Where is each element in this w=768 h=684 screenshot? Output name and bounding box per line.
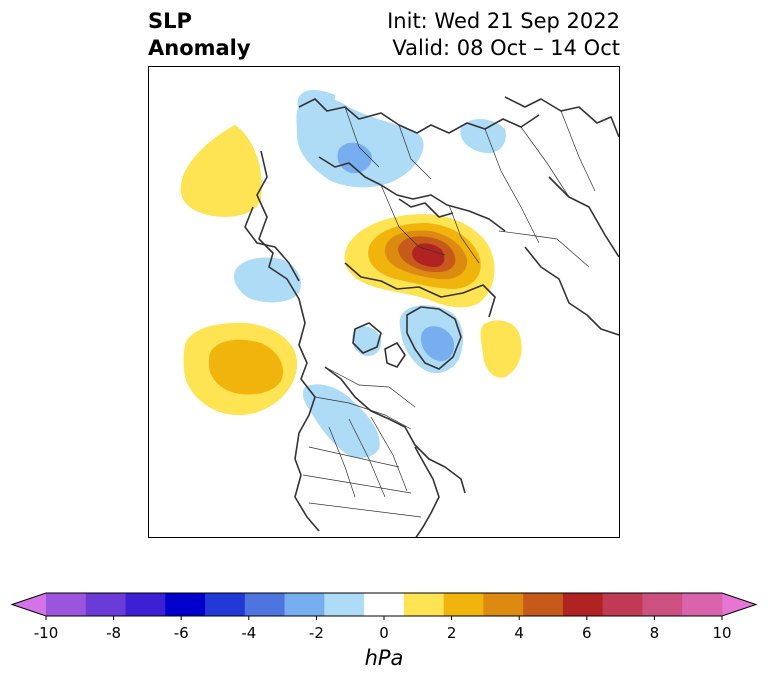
- title-variable-line1: SLP: [148, 9, 192, 33]
- negative-low-europe-core: [337, 142, 372, 174]
- colorbar: [10, 592, 758, 620]
- colorbar-bin: [562, 593, 604, 616]
- colorbar-bin: [364, 593, 405, 616]
- colorbar-bin: [602, 593, 643, 616]
- colorbar-unit: hPa: [364, 646, 404, 670]
- coast-na-west: [256, 150, 320, 532]
- positive-high-north-pacific-core: [209, 339, 283, 395]
- negative-low-north-small: [460, 118, 506, 154]
- coast-arctic-islands-2: [384, 342, 406, 368]
- coast-us-east: [414, 446, 440, 537]
- border-europe-2: [398, 124, 432, 180]
- coastlines: [244, 96, 619, 537]
- border-asia-1: [484, 128, 540, 244]
- map-panel: [148, 66, 620, 538]
- coast-arctic-islands: [352, 322, 382, 354]
- colorbar-bin: [244, 593, 286, 616]
- init-date: Init: Wed 21 Sep 2022: [387, 9, 620, 33]
- border-us-states-6: [308, 502, 422, 518]
- colorbar-bin: [403, 593, 445, 616]
- negative-low-gulf-of-alaska: [233, 257, 301, 303]
- border-asia-3: [560, 110, 596, 192]
- colorbar-bin: [165, 593, 206, 616]
- colorbar-bin: [682, 593, 723, 616]
- border-russia-2: [448, 204, 480, 264]
- colorbar-tick-label: -6: [173, 624, 189, 642]
- colorbar-tick-label: -2: [308, 624, 324, 642]
- border-asia-4: [498, 230, 590, 268]
- border-us-canada: [314, 396, 412, 430]
- border-us-states-2: [348, 418, 386, 498]
- negative-low-greenland-core: [421, 326, 455, 362]
- positive-high-greenland-east: [480, 320, 522, 378]
- colorbar-tick-label: -4: [241, 624, 257, 642]
- colorbar-tick-label: -8: [106, 624, 122, 642]
- border-us-states-4: [308, 446, 400, 468]
- map-canvas: [180, 90, 619, 537]
- colorbar-tick-label: 6: [582, 624, 592, 642]
- border-us-states-1: [328, 426, 356, 498]
- border-us-states-5: [302, 474, 412, 494]
- border-canada-prov: [324, 366, 416, 408]
- coast-europe: [298, 98, 540, 134]
- coast-asia-east-2: [548, 176, 619, 258]
- map-subtitle: Init: Wed 21 Sep 2022 Valid: 08 Oct – 14…: [387, 8, 620, 62]
- colorbar-tick-label: 0: [379, 624, 389, 642]
- border-europe-1: [344, 106, 380, 168]
- colorbar-bin: [642, 593, 683, 616]
- anomaly-shading: [180, 90, 522, 458]
- coast-kamchatka: [398, 198, 454, 218]
- colorbar-tick-label: 8: [649, 624, 660, 642]
- border-us-states-3: [370, 416, 408, 492]
- coast-asia-east: [504, 96, 619, 138]
- positive-high-ne-pacific-left: [180, 125, 262, 217]
- map-title: SLP Anomaly: [148, 8, 251, 62]
- coast-alaska: [244, 206, 300, 282]
- coast-scandinavia: [318, 156, 506, 232]
- title-variable-line2: Anomaly: [148, 36, 251, 60]
- colorbar-bin: [324, 593, 365, 616]
- border-asia-2: [520, 126, 570, 198]
- colorbar-bin: [443, 593, 484, 616]
- valid-period: Valid: 08 Oct – 14 Oct: [392, 36, 620, 60]
- borders: [302, 106, 596, 518]
- colorbar-arrow-max: [722, 593, 756, 616]
- negative-low-europe: [296, 96, 424, 188]
- colorbar-bin: [523, 593, 564, 616]
- coast-siberia: [344, 262, 496, 318]
- negative-low-central-us: [302, 384, 380, 458]
- colorbar-bin: [205, 593, 246, 616]
- colorbar-tick-label: -10: [33, 624, 59, 642]
- colorbar-arrow-min: [12, 593, 46, 616]
- colorbar-bin: [85, 593, 127, 616]
- colorbar-bin: [125, 593, 166, 616]
- colorbar-bin: [46, 593, 87, 616]
- border-russia-1: [380, 184, 446, 256]
- colorbar-tick-label: 10: [712, 624, 732, 642]
- positive-high-siberia-core: [412, 243, 445, 267]
- coast-greenland: [406, 306, 462, 370]
- coast-asia-east-3: [524, 246, 619, 336]
- colorbar-tick-label: 4: [514, 624, 524, 642]
- colorbar-bin: [483, 593, 524, 616]
- colorbar-tick-label: 2: [446, 624, 457, 642]
- colorbar-bin: [284, 593, 325, 616]
- coast-hudson: [324, 366, 466, 494]
